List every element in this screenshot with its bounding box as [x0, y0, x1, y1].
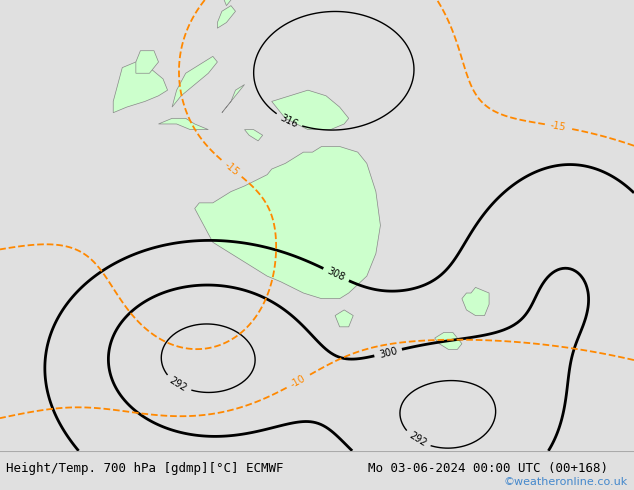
Polygon shape: [158, 119, 209, 129]
Polygon shape: [195, 147, 380, 298]
Polygon shape: [222, 85, 245, 113]
Polygon shape: [172, 56, 217, 107]
Text: ©weatheronline.co.uk: ©weatheronline.co.uk: [503, 477, 628, 487]
Polygon shape: [462, 287, 489, 316]
Polygon shape: [222, 0, 235, 6]
Text: -10: -10: [288, 373, 307, 390]
Polygon shape: [435, 332, 462, 349]
Polygon shape: [245, 129, 262, 141]
Text: 308: 308: [326, 266, 347, 283]
Text: 292: 292: [167, 375, 189, 393]
Polygon shape: [335, 310, 353, 327]
Text: Height/Temp. 700 hPa [gdmp][°C] ECMWF: Height/Temp. 700 hPa [gdmp][°C] ECMWF: [6, 462, 284, 475]
Text: -15: -15: [549, 120, 566, 133]
Polygon shape: [113, 62, 167, 113]
Text: 316: 316: [278, 112, 299, 129]
Text: 300: 300: [378, 345, 398, 360]
Text: -15: -15: [223, 160, 241, 177]
Text: Mo 03-06-2024 00:00 UTC (00+168): Mo 03-06-2024 00:00 UTC (00+168): [368, 462, 608, 475]
Polygon shape: [136, 51, 158, 74]
Polygon shape: [272, 90, 349, 129]
Text: 292: 292: [407, 431, 428, 449]
Polygon shape: [217, 6, 235, 28]
